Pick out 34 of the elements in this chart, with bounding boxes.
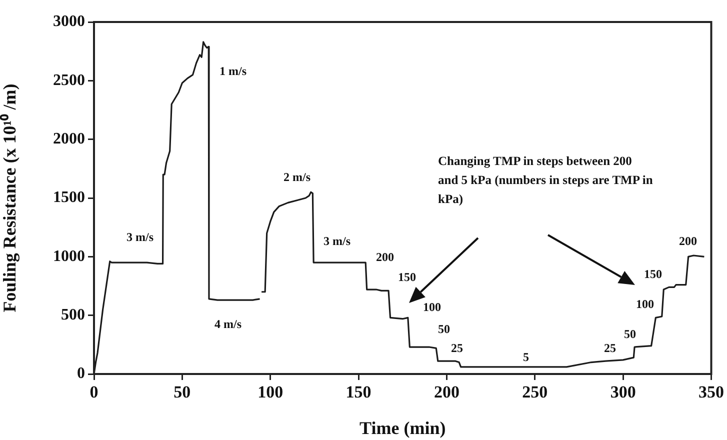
annotation: 2 m/s [284, 170, 311, 184]
x-tick-label: 50 [174, 382, 191, 402]
y-tick-label: 3000 [53, 13, 85, 30]
annotation: 25 [604, 341, 616, 356]
annotation: 50 [624, 327, 636, 342]
y-axis-title: Fouling Resistance (x 10¹⁰ /m) [0, 84, 20, 312]
x-tick-label: 100 [258, 382, 284, 402]
x-tick-label: 250 [522, 382, 548, 402]
x-tick-label: 150 [346, 382, 372, 402]
annotation: 3 m/s [324, 234, 351, 248]
x-tick-label: 350 [698, 382, 724, 402]
annotation: 200 [376, 250, 394, 264]
annotation: 50 [438, 322, 450, 336]
y-tick-label: 2500 [53, 72, 85, 89]
x-tick-label: 0 [90, 382, 98, 402]
x-tick-label: 300 [610, 382, 636, 402]
annotation: 25 [451, 341, 463, 356]
x-axis-title: Time (min) [360, 418, 446, 438]
annotation: 200 [679, 234, 697, 248]
annotation: 4 m/s [214, 317, 242, 332]
annotation: 150 [644, 267, 662, 282]
y-tick-label: 500 [61, 306, 85, 324]
annotation: Changing TMP in steps between 200 and 5 kPa (numbers in steps are TMP in kPa) [438, 153, 654, 208]
annotation: 1 m/s [220, 64, 247, 78]
y-tick-label: 2000 [53, 130, 85, 148]
y-tick-label: 1500 [53, 189, 85, 206]
annotation: 100 [636, 297, 654, 312]
x-tick-label: 200 [434, 382, 460, 402]
annotation: 100 [423, 300, 441, 314]
annotation: 5 [523, 350, 529, 364]
y-tick-label: 1000 [53, 248, 85, 265]
y-tick-label: 0 [77, 365, 85, 382]
annotation: 150 [398, 270, 416, 284]
annotation: 3 m/s [126, 230, 154, 244]
